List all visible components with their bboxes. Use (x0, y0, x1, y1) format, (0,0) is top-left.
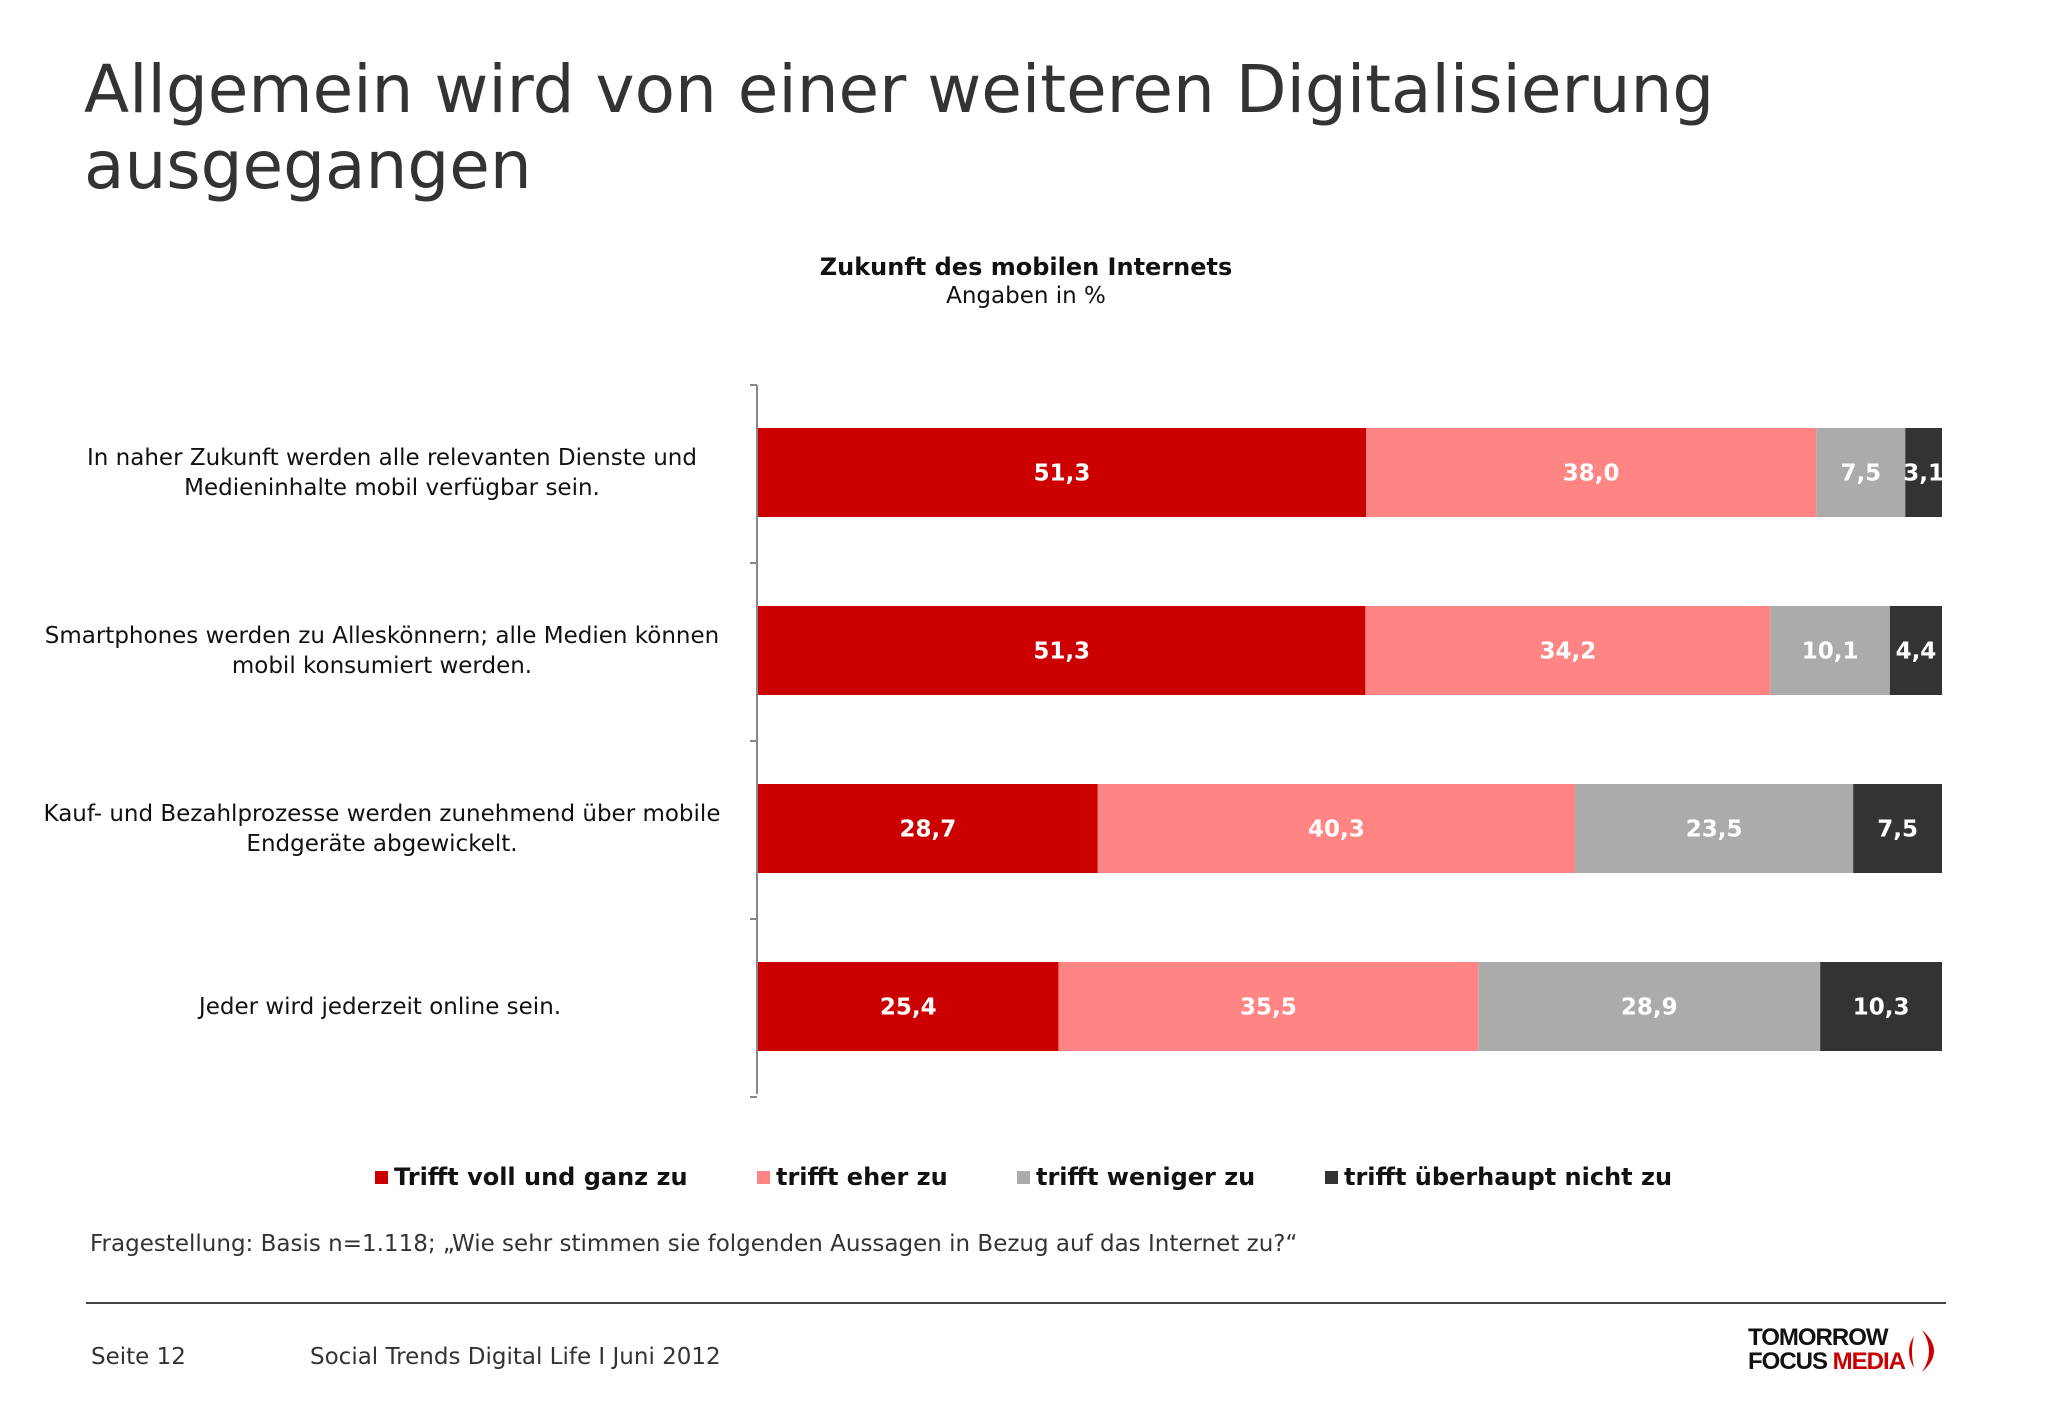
legend-swatch (1325, 1170, 1338, 1184)
bar-segment (1058, 962, 1479, 1051)
data-label: 35,5 (1240, 995, 1297, 1021)
page-number: Seite 12 (91, 1344, 186, 1370)
logo-text: FOCUS MEDIA (1748, 1348, 1906, 1375)
data-label: 7,5 (1877, 817, 1918, 843)
bar-segment (758, 606, 1366, 695)
footer-divider (86, 1302, 1946, 1304)
question-note: Fragestellung: Basis n=1.118; „Wie sehr … (90, 1231, 1298, 1257)
bar-segment (1574, 784, 1854, 873)
legend-swatch (375, 1170, 388, 1184)
data-label: 10,3 (1853, 995, 1910, 1021)
data-label: 3,1 (1903, 461, 1944, 487)
logo-text-a: FOCUS (1748, 1348, 1828, 1375)
bar-segment (758, 784, 1098, 873)
page-title: Allgemein wird von einer weiteren Digita… (84, 51, 1715, 204)
data-label: 51,3 (1033, 639, 1090, 665)
legend-label: trifft überhaupt nicht zu (1344, 1163, 1673, 1191)
bar-segment (1820, 962, 1942, 1051)
data-label: 51,3 (1034, 461, 1091, 487)
data-label: 34,2 (1539, 639, 1596, 665)
data-label: 40,3 (1308, 817, 1365, 843)
tomorrow-focus-media-logo: TOMORROW FOCUS MEDIA (1748, 1326, 1958, 1378)
bar-segment (1365, 606, 1771, 695)
legend-item: trifft überhaupt nicht zu (1325, 1163, 1672, 1191)
category-label: Jeder wird jederzeit online sein. (198, 994, 562, 1020)
bar-segment (758, 962, 1059, 1051)
report-name: Social Trends Digital Life I Juni 2012 (310, 1344, 721, 1370)
data-label: 38,0 (1563, 461, 1620, 487)
legend-swatch (1017, 1170, 1030, 1184)
category-label: In naher Zukunft werden alle relevanten … (87, 445, 697, 501)
bar-segment (758, 428, 1366, 517)
legend-item: Trifft voll und ganz zu (375, 1163, 688, 1191)
bar-segment (1097, 784, 1575, 873)
legend-label: trifft eher zu (776, 1163, 948, 1191)
category-label: Smartphones werden zu Alleskönnern; alle… (44, 623, 720, 679)
legend-swatch (757, 1170, 770, 1184)
legend-item: trifft weniger zu (1017, 1163, 1255, 1191)
logo-text-b: MEDIA (1832, 1348, 1906, 1375)
bar-segment (1816, 428, 1906, 517)
bar-segment (1889, 606, 1942, 695)
legend-label: trifft weniger zu (1036, 1163, 1256, 1191)
data-label: 23,5 (1686, 817, 1743, 843)
legend-label: Trifft voll und ganz zu (394, 1163, 688, 1191)
bar-segment (1770, 606, 1890, 695)
data-label: 4,4 (1896, 639, 1937, 665)
chart-title: Zukunft des mobilen Internets (819, 253, 1233, 281)
bar-segment (1478, 962, 1821, 1051)
logo-mark-icon (1909, 1330, 1934, 1372)
bar-segment (1853, 784, 1942, 873)
legend-item: trifft eher zu (757, 1163, 948, 1191)
bar-segment (1905, 428, 1942, 517)
logo-text: TOMORROW (1748, 1324, 1889, 1351)
category-label: Kauf- und Bezahlprozesse werden zunehmen… (43, 801, 721, 857)
bar-segment (1366, 428, 1817, 517)
data-label: 28,7 (900, 817, 957, 843)
data-label: 7,5 (1840, 461, 1881, 487)
data-label: 25,4 (880, 995, 937, 1021)
data-label: 28,9 (1621, 995, 1678, 1021)
data-label: 10,1 (1802, 639, 1859, 665)
chart-subtitle: Angaben in % (946, 283, 1106, 309)
